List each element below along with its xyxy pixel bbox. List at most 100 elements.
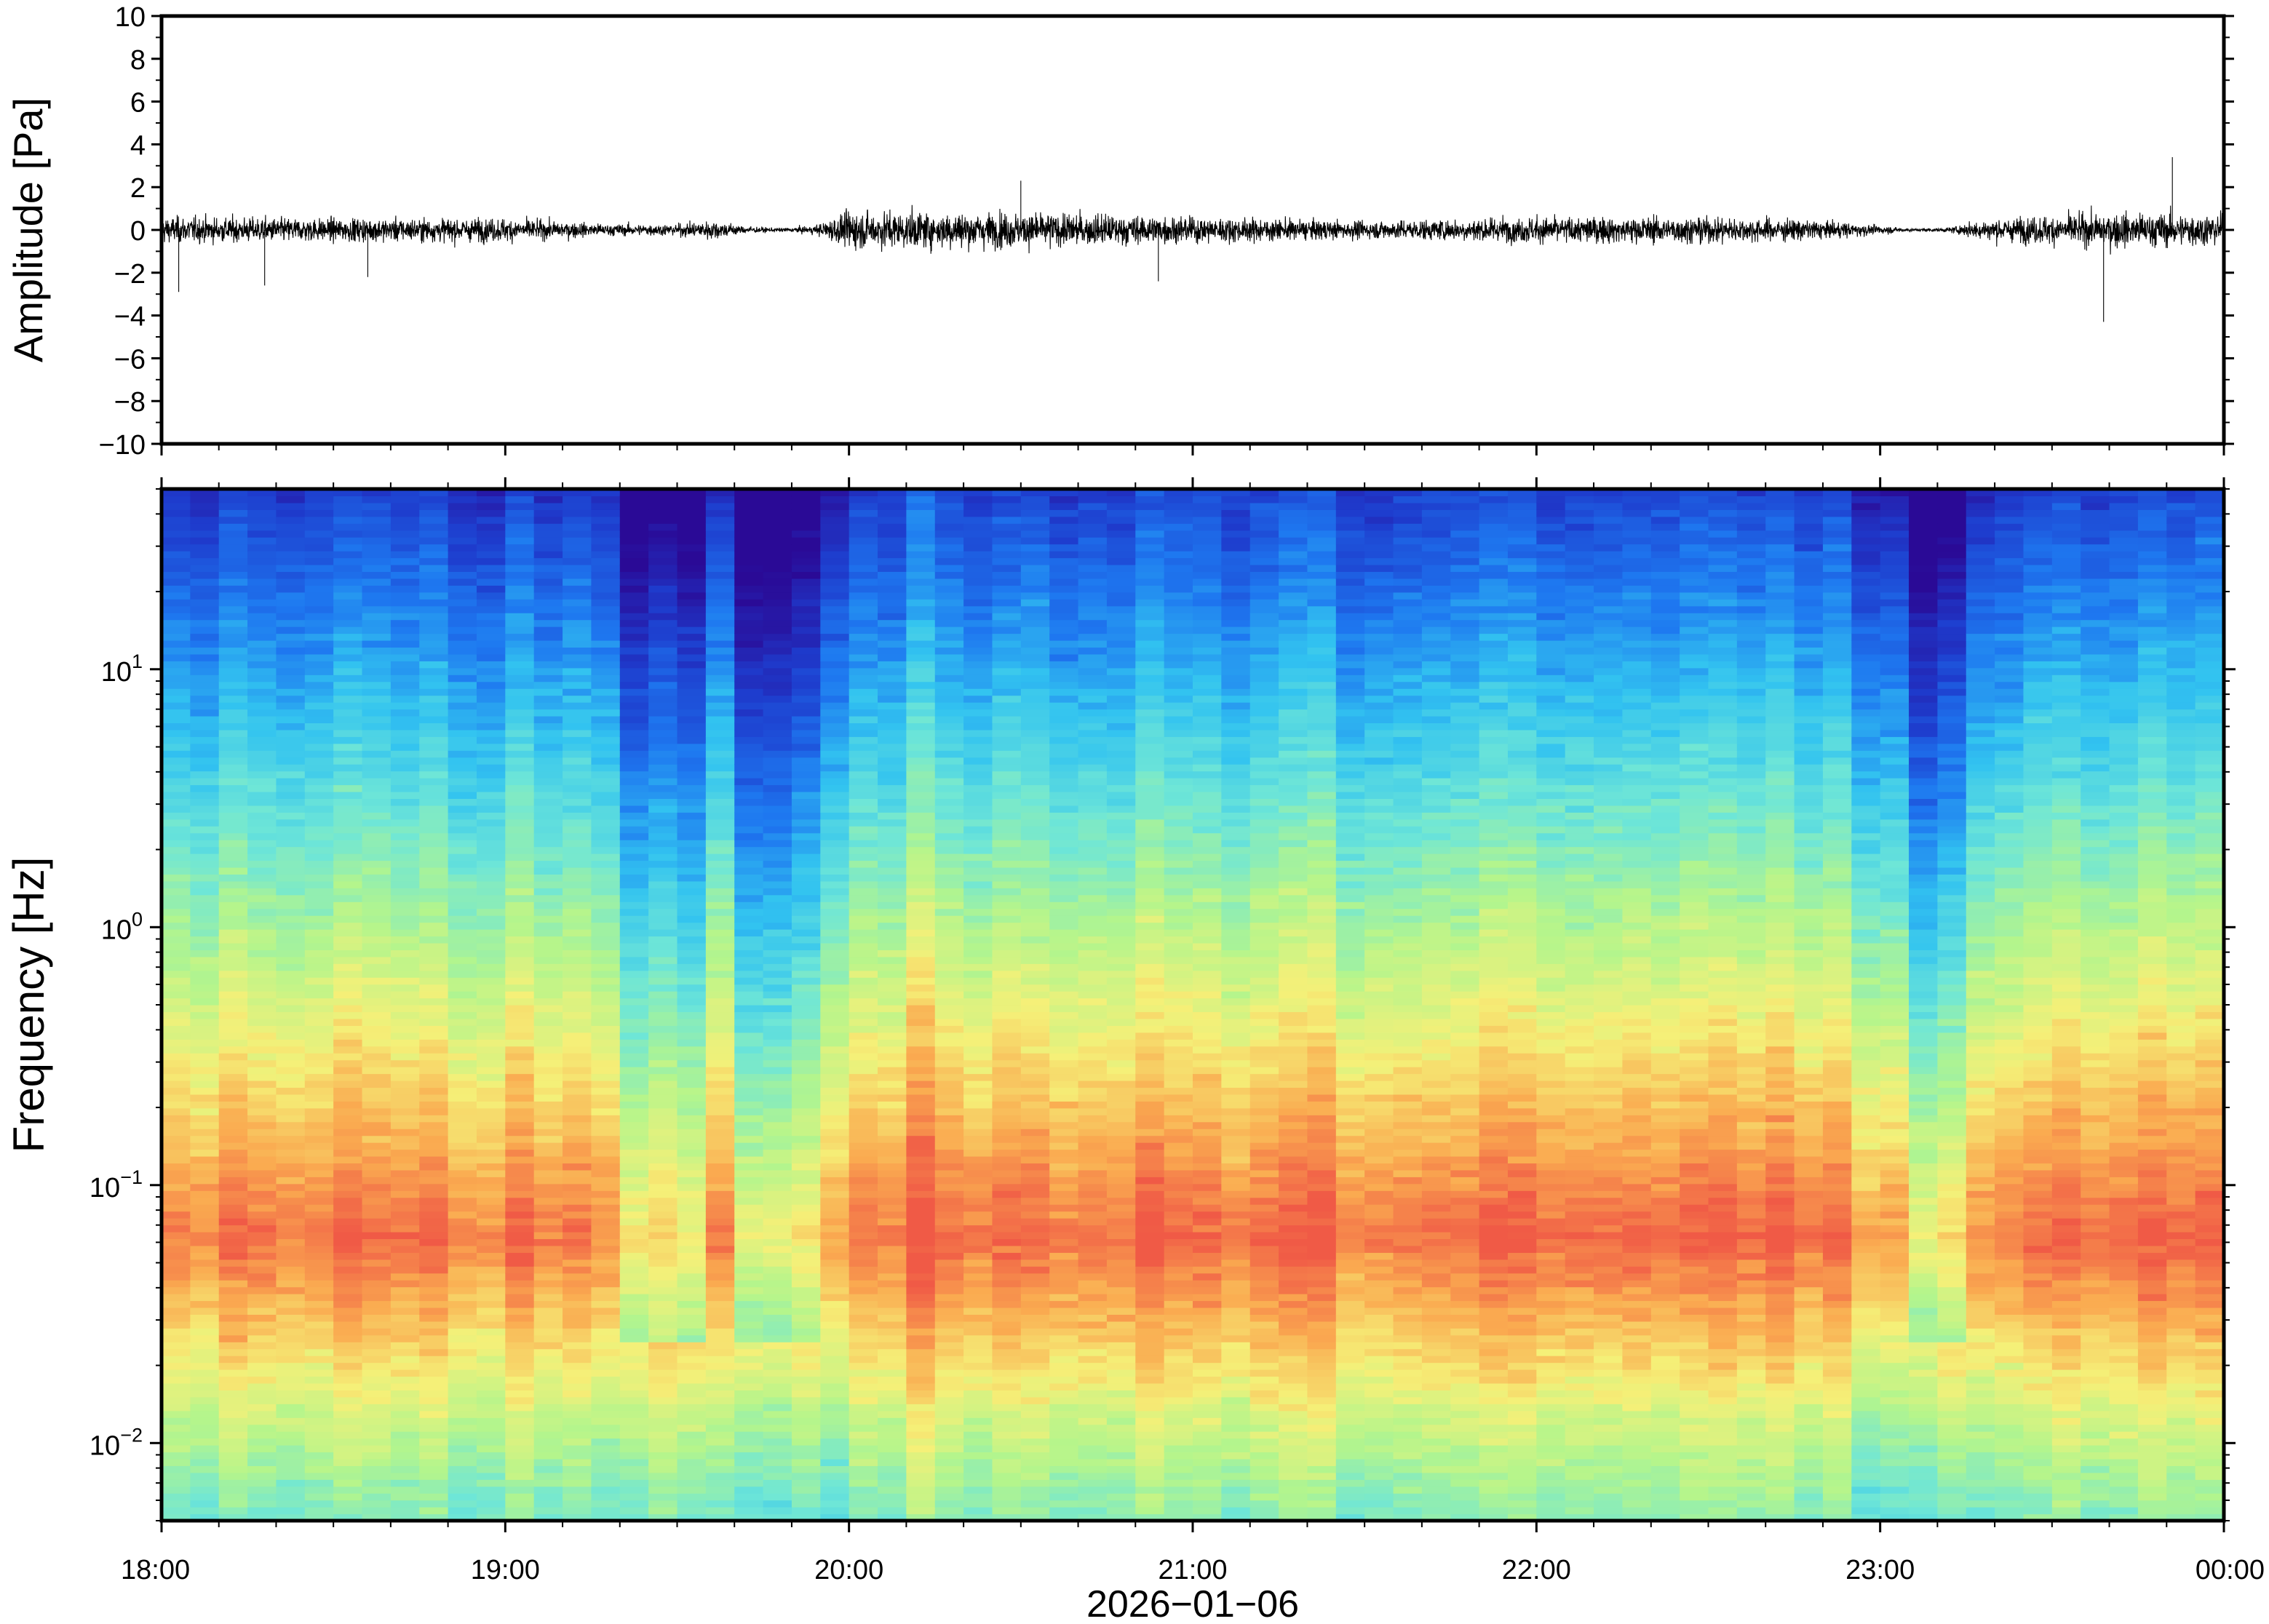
spectrogram-cell xyxy=(505,1149,535,1157)
spectrogram-cell xyxy=(333,495,363,503)
spectrogram-cell xyxy=(705,853,735,861)
spectrogram-cell xyxy=(677,1011,707,1019)
spectrogram-cell xyxy=(563,537,592,545)
spectrogram-cell xyxy=(1078,1197,1108,1205)
spectrogram-cell xyxy=(591,812,621,820)
spectrogram-cell xyxy=(390,1321,420,1329)
spectrogram-cell xyxy=(648,784,678,792)
spectrogram-cell xyxy=(390,1225,420,1233)
spectrogram-cell xyxy=(448,805,477,813)
spectrogram-cell xyxy=(390,1382,420,1390)
spectrogram-cell xyxy=(849,1155,878,1164)
spectrogram-cell xyxy=(763,819,792,827)
spectrogram-cell xyxy=(419,929,449,937)
spectrogram-cell xyxy=(448,1073,477,1081)
spectrogram-cell xyxy=(218,970,248,978)
spectrogram-cell xyxy=(849,537,878,545)
spectrogram-cell xyxy=(992,798,1022,806)
spectrogram-cell xyxy=(677,1190,707,1198)
spectrogram-cell xyxy=(1020,695,1050,703)
spectrogram-cell xyxy=(1049,750,1079,758)
spectrogram-cell xyxy=(791,1073,821,1081)
spectrogram-cell xyxy=(963,778,993,786)
spectrogram-cell xyxy=(419,1197,449,1205)
spectrogram-cell xyxy=(276,681,306,689)
spectrogram-cell xyxy=(247,1094,277,1102)
spectrogram-cell xyxy=(1020,757,1050,765)
spectrogram-cell xyxy=(591,619,621,627)
spectrogram-cell xyxy=(218,1486,248,1494)
spectrogram-cell xyxy=(505,633,535,641)
spectrogram-cell xyxy=(162,826,191,834)
spectrogram-cell xyxy=(648,495,678,503)
spectrogram-cell xyxy=(218,894,248,902)
spectrogram-cell xyxy=(505,1382,535,1390)
spectrogram-cell xyxy=(218,1149,248,1157)
spectrogram-cell xyxy=(362,1445,392,1453)
spectrogram-cell xyxy=(448,688,477,696)
spectrogram-cell xyxy=(934,1005,964,1013)
spectrogram-cell xyxy=(878,715,907,724)
spectrogram-cell xyxy=(591,1183,621,1191)
spectrogram-cell xyxy=(763,1059,792,1067)
spectrogram-cell xyxy=(1020,984,1050,992)
spectrogram-cell xyxy=(333,764,363,772)
spectrogram-cell xyxy=(533,502,563,510)
spectrogram-cell xyxy=(304,1445,334,1453)
spectrogram-cell xyxy=(677,1452,707,1460)
spectrogram-cell xyxy=(1049,1438,1079,1446)
spectrogram-cell xyxy=(992,674,1022,682)
spectrogram-cell xyxy=(362,702,392,710)
spectrogram-cell xyxy=(763,592,792,600)
spectrogram-cell xyxy=(476,551,506,559)
spectrogram-cell xyxy=(533,1073,563,1081)
spectrogram-cell xyxy=(963,1039,993,1047)
spectrogram-cell xyxy=(934,1273,964,1281)
spectrogram-cell xyxy=(419,1115,449,1123)
spectrogram-cell xyxy=(362,764,392,772)
spectrogram-cell xyxy=(190,956,220,964)
spectrogram-cell xyxy=(162,888,191,896)
spectrogram-cell xyxy=(1020,1155,1050,1164)
spectrogram-cell xyxy=(276,901,306,909)
spectrogram-cell xyxy=(276,1334,306,1342)
spectrogram-cell xyxy=(619,1135,649,1143)
spectrogram-cell xyxy=(591,723,621,731)
spectrogram-cell xyxy=(992,908,1022,916)
spectrogram-cell xyxy=(333,688,363,696)
spectrogram-cell xyxy=(763,1080,792,1088)
spectrogram-cell xyxy=(190,502,220,510)
spectrogram-cell xyxy=(906,626,936,634)
spectrogram-cell xyxy=(362,1431,392,1439)
spectrogram-cell xyxy=(963,1231,993,1240)
spectrogram-cell xyxy=(1020,915,1050,923)
spectrogram-cell xyxy=(190,832,220,840)
spectrogram-cell xyxy=(763,1500,792,1508)
spectrogram-cell xyxy=(190,1087,220,1095)
spectrogram-cell xyxy=(533,846,563,854)
spectrogram-cell xyxy=(1049,1115,1079,1123)
spectrogram-cell xyxy=(849,984,878,992)
spectrogram-cell xyxy=(333,998,363,1006)
spectrogram-cell xyxy=(448,626,477,634)
spectrogram-cell xyxy=(677,791,707,799)
spectrogram-cell xyxy=(849,1294,878,1302)
spectrogram-cell xyxy=(934,764,964,772)
spectrogram-cell xyxy=(763,530,792,538)
spectrogram-cell xyxy=(505,509,535,517)
spectrogram-cell xyxy=(247,963,277,971)
spectrogram-cell xyxy=(162,1342,191,1350)
spectrogram-cell xyxy=(648,1479,678,1487)
spectrogram-cell xyxy=(333,1500,363,1508)
spectrogram-cell xyxy=(734,1231,764,1240)
spectrogram-cell xyxy=(1049,743,1079,751)
spectrogram-cell xyxy=(591,667,621,675)
spectrogram-cell xyxy=(1020,1059,1050,1067)
spectrogram-cell xyxy=(419,1410,449,1418)
spectrogram-cell xyxy=(705,1410,735,1418)
spectrogram-cell xyxy=(992,1238,1022,1246)
spectrogram-cell xyxy=(878,1493,907,1501)
spectrogram-cell xyxy=(476,929,506,937)
spectrogram-cell xyxy=(648,1039,678,1047)
